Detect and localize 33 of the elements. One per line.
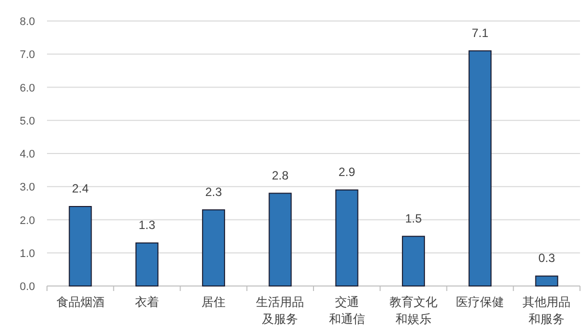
bar [202, 209, 226, 286]
y-tick-label: 4.0 [20, 148, 35, 160]
data-label: 2.8 [272, 168, 289, 182]
y-tick-label: 6.0 [20, 82, 35, 94]
data-label: 1.3 [138, 218, 156, 232]
bar [135, 242, 158, 286]
data-label: 2.4 [72, 182, 89, 196]
bar [468, 50, 492, 286]
bar [402, 236, 425, 286]
data-label: 2.3 [205, 184, 222, 199]
x-tick-label: 居住 [202, 295, 226, 309]
data-label: 0.3 [538, 251, 556, 266]
x-tick-label: 生活用品及服务 [256, 295, 304, 326]
y-tick-label: 0.0 [20, 281, 35, 293]
bar [268, 192, 292, 286]
x-tick-label: 食品烟酒 [56, 295, 104, 309]
y-tick-label: 8.0 [20, 16, 35, 28]
y-tick-label: 3.0 [20, 182, 35, 194]
x-tick-label: 交通和通信 [328, 295, 365, 326]
y-tick-label: 5.0 [20, 115, 35, 128]
x-tick-label: 其他用品和服务 [522, 295, 571, 326]
data-label: 1.5 [405, 211, 422, 226]
y-tick-label: 7.0 [20, 49, 35, 62]
y-tick-label: 2.0 [20, 214, 35, 227]
x-tick-label: 医疗保健 [456, 295, 504, 309]
bar [68, 206, 92, 286]
x-tick-label: 衣着 [134, 295, 159, 309]
y-tick-label: 1.0 [20, 248, 35, 260]
bar [535, 276, 558, 286]
data-label: 2.9 [338, 164, 356, 179]
data-label: 7.1 [472, 26, 489, 40]
x-tick-label: 教育文化和娱乐 [389, 295, 438, 326]
bar [335, 189, 358, 286]
